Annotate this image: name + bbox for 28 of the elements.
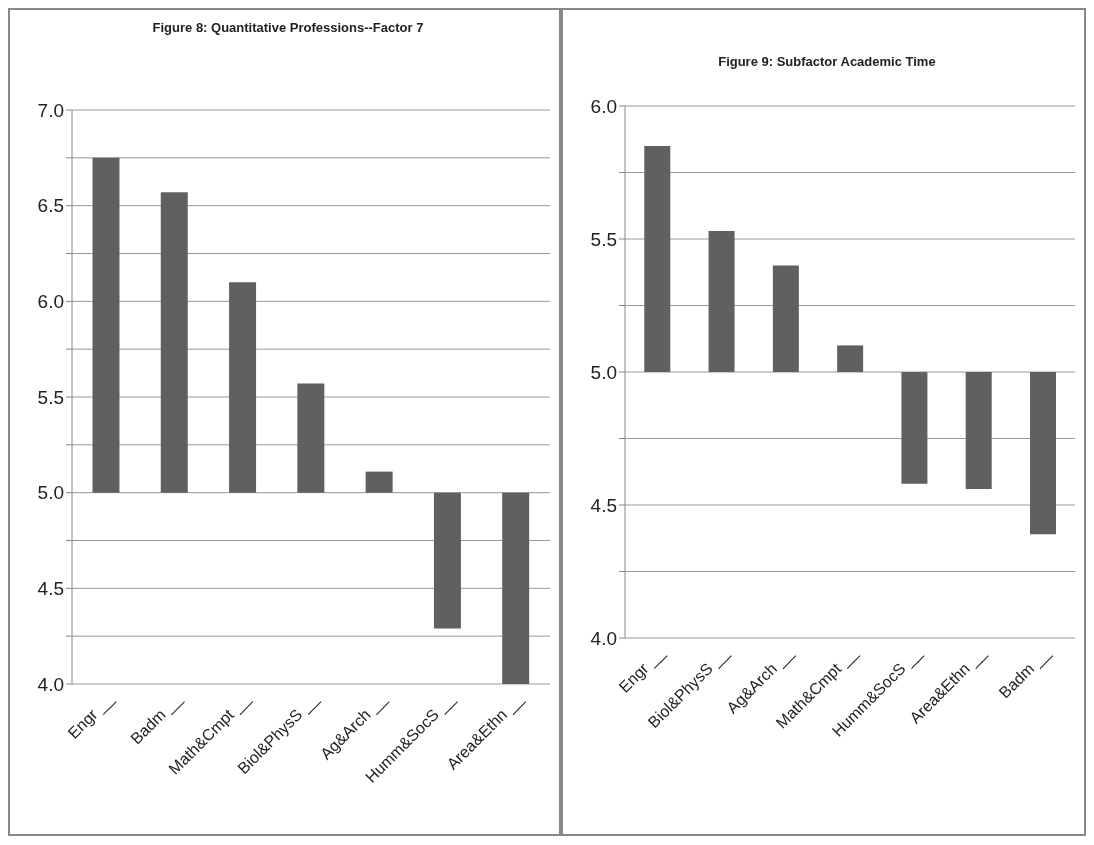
y-tick-label: 6.5 (37, 195, 64, 217)
bar (229, 282, 257, 493)
bar (365, 471, 393, 493)
bar (502, 492, 530, 684)
y-tick-label: 6.0 (590, 95, 617, 117)
chart-title: Figure 8: Quantitative Professions--Factor 7 (151, 20, 425, 35)
y-tick-label: 5.5 (37, 386, 64, 408)
bar (708, 231, 735, 372)
bar (297, 383, 325, 493)
bar (644, 145, 671, 372)
y-tick-label: 4.0 (37, 673, 64, 695)
bar (433, 492, 461, 629)
bar (901, 372, 928, 484)
bar (1029, 372, 1056, 535)
y-tick-label: 6.0 (37, 291, 64, 313)
y-tick-label: 5.0 (590, 361, 617, 383)
y-tick-label: 4.5 (590, 494, 617, 516)
bar (965, 372, 992, 490)
bar (92, 157, 120, 493)
y-tick-label: 5.5 (590, 228, 617, 250)
bar (772, 265, 799, 372)
y-tick-label: 5.0 (37, 482, 64, 504)
y-tick-label: 4.5 (37, 578, 64, 600)
y-tick-label: 4.0 (590, 627, 617, 649)
bar (837, 345, 864, 372)
chart-title: Figure 9: Subfactor Academic Time (717, 54, 937, 69)
bar (160, 192, 188, 493)
y-tick-label: 7.0 (37, 99, 64, 121)
